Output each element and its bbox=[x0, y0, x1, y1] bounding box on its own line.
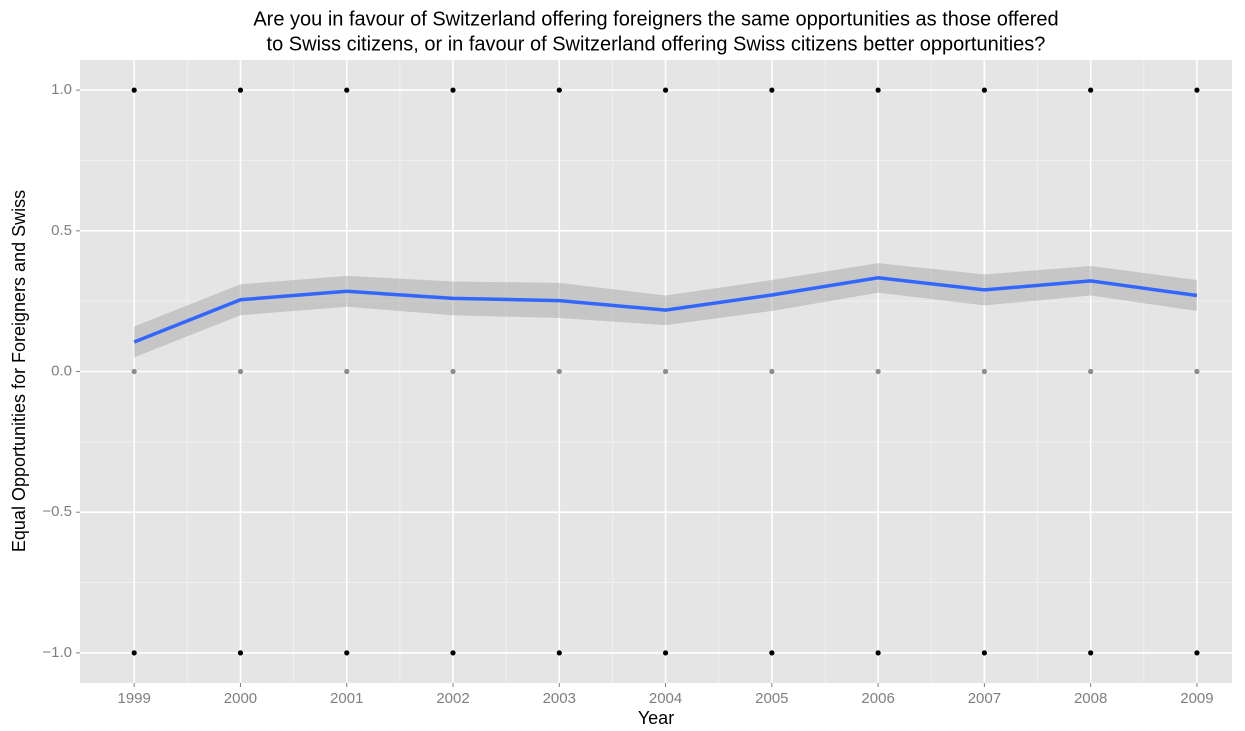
data-point bbox=[662, 650, 669, 656]
data-point bbox=[662, 87, 669, 93]
data-point bbox=[769, 87, 775, 93]
data-point bbox=[131, 87, 137, 93]
data-point bbox=[344, 650, 350, 656]
data-point bbox=[237, 368, 244, 375]
data-point bbox=[769, 650, 775, 656]
chart-title: to Swiss citizens, or in favour of Switz… bbox=[267, 33, 1046, 55]
x-tick-label: 2005 bbox=[755, 690, 788, 707]
x-tick-label: 2001 bbox=[330, 690, 363, 707]
y-axis-label: Equal Opportunities for Foreigners and S… bbox=[9, 190, 29, 552]
data-point bbox=[1194, 368, 1200, 375]
trend-line bbox=[133, 276, 1198, 344]
data-point bbox=[769, 368, 775, 375]
x-tick-label: 2004 bbox=[649, 690, 682, 707]
data-point bbox=[344, 87, 350, 93]
x-tick-label: 1999 bbox=[118, 690, 151, 707]
x-tick-label: 2007 bbox=[968, 690, 1001, 707]
data-point bbox=[556, 650, 562, 656]
data-point bbox=[1088, 368, 1094, 375]
data-point bbox=[450, 87, 456, 93]
data-point bbox=[875, 368, 881, 375]
y-tick-label: 0.0 bbox=[51, 362, 72, 379]
y-tick-label: −1.0 bbox=[42, 644, 72, 661]
data-point bbox=[131, 650, 137, 656]
data-point bbox=[556, 87, 562, 93]
x-tick-label: 2002 bbox=[436, 690, 469, 707]
data-point bbox=[981, 368, 987, 375]
data-point bbox=[1194, 87, 1200, 93]
data-point bbox=[450, 650, 456, 656]
x-tick-label: 2009 bbox=[1180, 690, 1213, 707]
data-point bbox=[131, 368, 137, 375]
data-point bbox=[344, 368, 350, 375]
data-point bbox=[875, 87, 881, 93]
data-point bbox=[875, 650, 881, 656]
data-point bbox=[450, 368, 456, 375]
x-tick-label: 2000 bbox=[224, 690, 257, 707]
x-tick-label: 2003 bbox=[543, 690, 576, 707]
data-point bbox=[237, 650, 244, 656]
data-point bbox=[981, 87, 987, 93]
data-point bbox=[556, 368, 562, 375]
data-point bbox=[981, 650, 987, 656]
x-tick-label: 2006 bbox=[861, 690, 894, 707]
y-tick-label: 0.5 bbox=[51, 222, 72, 239]
chart-title: Are you in favour of Switzerland offerin… bbox=[253, 8, 1058, 30]
data-point bbox=[1194, 650, 1200, 656]
data-point bbox=[662, 368, 669, 375]
data-point bbox=[237, 87, 244, 93]
x-axis-label: Year bbox=[638, 708, 674, 728]
y-tick-label: 1.0 bbox=[51, 81, 72, 98]
x-tick-label: 2008 bbox=[1074, 690, 1107, 707]
data-point bbox=[1088, 650, 1094, 656]
y-tick-label: −0.5 bbox=[42, 503, 72, 520]
data-point bbox=[1088, 87, 1094, 93]
